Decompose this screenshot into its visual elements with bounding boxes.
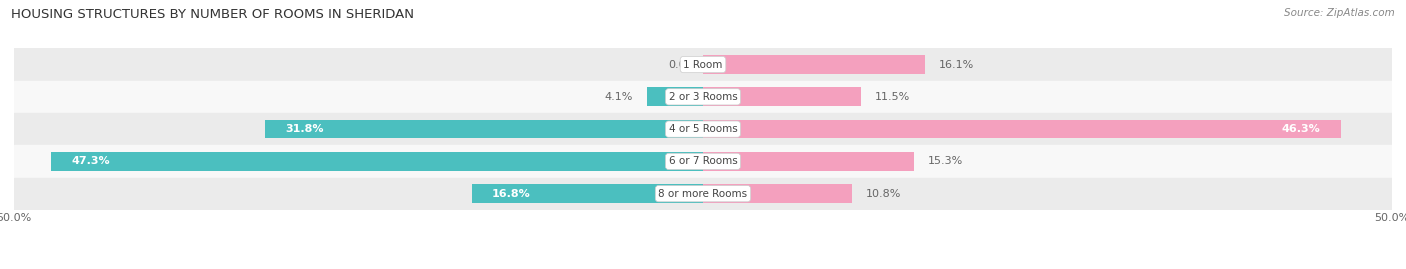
Text: 0.0%: 0.0% <box>668 59 696 70</box>
Bar <box>703 55 925 74</box>
Text: 10.8%: 10.8% <box>866 189 901 199</box>
Bar <box>51 152 703 171</box>
Text: 4 or 5 Rooms: 4 or 5 Rooms <box>669 124 737 134</box>
Text: 47.3%: 47.3% <box>72 156 111 167</box>
Bar <box>14 178 1392 210</box>
Text: 15.3%: 15.3% <box>928 156 963 167</box>
Text: HOUSING STRUCTURES BY NUMBER OF ROOMS IN SHERIDAN: HOUSING STRUCTURES BY NUMBER OF ROOMS IN… <box>11 8 415 21</box>
Bar <box>14 145 1392 178</box>
Text: Source: ZipAtlas.com: Source: ZipAtlas.com <box>1284 8 1395 18</box>
Text: 8 or more Rooms: 8 or more Rooms <box>658 189 748 199</box>
Bar <box>703 120 1341 139</box>
Bar <box>264 120 703 139</box>
Bar <box>14 48 1392 81</box>
Bar <box>14 81 1392 113</box>
Bar <box>703 152 914 171</box>
Text: 16.1%: 16.1% <box>939 59 974 70</box>
Bar <box>14 113 1392 145</box>
Bar <box>471 184 703 203</box>
Bar <box>647 87 703 106</box>
Text: 2 or 3 Rooms: 2 or 3 Rooms <box>669 92 737 102</box>
Text: 6 or 7 Rooms: 6 or 7 Rooms <box>669 156 737 167</box>
Text: 16.8%: 16.8% <box>492 189 531 199</box>
Text: 4.1%: 4.1% <box>605 92 633 102</box>
Text: 31.8%: 31.8% <box>285 124 323 134</box>
Bar <box>703 87 862 106</box>
Text: 1 Room: 1 Room <box>683 59 723 70</box>
Bar <box>703 184 852 203</box>
Text: 46.3%: 46.3% <box>1281 124 1320 134</box>
Text: 11.5%: 11.5% <box>875 92 911 102</box>
